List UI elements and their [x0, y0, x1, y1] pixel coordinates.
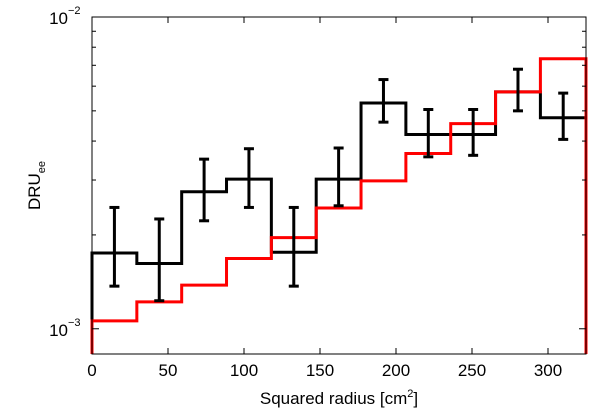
error-bar — [378, 78, 389, 124]
y-axis-label: DRUee — [25, 161, 48, 210]
x-axis-label-end: ] — [413, 389, 418, 408]
y-axis: 10−210−3 — [49, 5, 586, 340]
error-bar — [423, 108, 434, 159]
error-bar — [243, 147, 254, 209]
error-bar — [288, 205, 299, 288]
error-bar — [333, 146, 344, 208]
y-axis-label-sub: ee — [36, 161, 48, 173]
plot-frame — [91, 16, 587, 355]
error-bar — [109, 205, 120, 288]
error-bar — [512, 67, 523, 113]
x-axis-label: Squared radius [cm2] — [260, 388, 418, 408]
y-tick-label-exponent: −2 — [68, 5, 81, 17]
x-axis-label-sup: 2 — [407, 388, 413, 400]
series-1-step-line — [90, 57, 588, 354]
x-tick-label: 250 — [458, 361, 486, 380]
x-tick-label: 100 — [230, 361, 258, 380]
y-tick-label-exponent: −3 — [68, 317, 81, 329]
x-axis-label-text: Squared radius [cm — [260, 389, 407, 408]
error-bar — [154, 217, 165, 303]
y-tick-label: 10 — [49, 321, 68, 340]
error-bar — [558, 91, 569, 141]
x-axis: 0 50 100 150 200 250 300 — [87, 17, 562, 380]
error-bar — [468, 108, 479, 157]
x-tick-label: 0 — [87, 361, 96, 380]
x-tick-label: 200 — [382, 361, 410, 380]
error-bar — [199, 157, 210, 223]
y-axis-label-text: DRU — [25, 173, 44, 210]
histogram-layer — [90, 57, 588, 354]
x-tick-label: 150 — [306, 361, 334, 380]
y-tick-label: 10 — [49, 9, 68, 28]
x-tick-label: 300 — [534, 361, 562, 380]
x-tick-label: 50 — [159, 361, 178, 380]
error-bar-layer — [109, 67, 569, 303]
